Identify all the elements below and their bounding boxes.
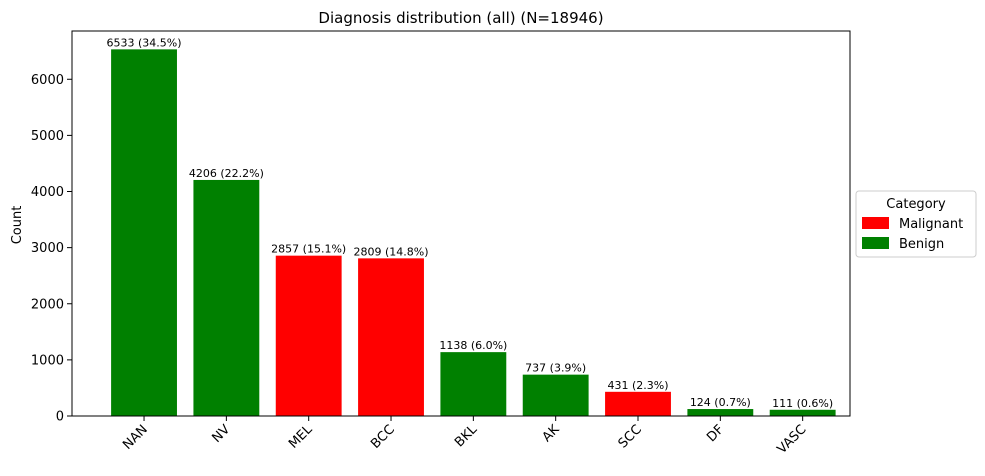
bar-value-label: 2809 (14.8%)	[354, 245, 429, 258]
bar-bcc	[358, 258, 424, 416]
x-tick-label: BKL	[452, 422, 481, 451]
x-tick-label: SCC	[616, 422, 645, 451]
bar-value-label: 2857 (15.1%)	[271, 243, 346, 256]
x-tick-label: VASC	[775, 422, 810, 457]
x-tick-label: DF	[704, 422, 727, 445]
y-axis-label: Count	[10, 206, 25, 245]
x-tick-label: NAN	[120, 422, 151, 453]
legend-swatch-malignant	[862, 217, 889, 229]
y-tick-label: 0	[56, 410, 64, 425]
y-tick-label: 3000	[31, 241, 64, 256]
legend-title: Category	[886, 197, 946, 212]
bar-value-label: 6533 (34.5%)	[107, 36, 182, 49]
legend: Category Malignant Benign	[855, 190, 977, 258]
y-tick-label: 5000	[31, 129, 64, 144]
bar-value-label: 4206 (22.2%)	[189, 167, 264, 180]
y-tick-label: 1000	[31, 353, 64, 368]
bar-value-label: 124 (0.7%)	[690, 396, 751, 409]
bar-ak	[522, 374, 589, 416]
plot-frame	[71, 30, 851, 417]
legend-swatch-benign	[862, 237, 889, 249]
bar-value-label: 431 (2.3%)	[607, 379, 668, 392]
legend-label-benign: Benign	[899, 237, 944, 252]
bar-vasc	[769, 409, 836, 416]
bar-bkl	[440, 352, 507, 416]
plot-area: 0 1000 2000 3000 4000 5000 6000 6533 (34.5%) NAN…	[31, 30, 851, 457]
bar-value-label: 737 (3.9%)	[525, 362, 586, 375]
y-tick-label: 4000	[31, 185, 64, 200]
bar-mel	[275, 255, 342, 416]
x-tick-label: AK	[540, 422, 563, 445]
x-tick-label: MEL	[286, 422, 316, 452]
x-tick-label: BCC	[368, 422, 398, 452]
y-tick-label: 2000	[31, 297, 64, 312]
bar-nan	[111, 49, 177, 416]
legend-label-malignant: Malignant	[899, 217, 963, 232]
chart-title: Diagnosis distribution (all) (N=18946)	[318, 9, 603, 27]
bar-nv	[193, 179, 260, 416]
bar-scc	[605, 391, 671, 416]
y-tick-label: 6000	[31, 73, 64, 88]
x-tick-label: NV	[209, 422, 233, 446]
bar-df	[687, 409, 754, 416]
bar-value-label: 1138 (6.0%)	[439, 339, 507, 352]
bar-value-label: 111 (0.6%)	[772, 397, 833, 410]
